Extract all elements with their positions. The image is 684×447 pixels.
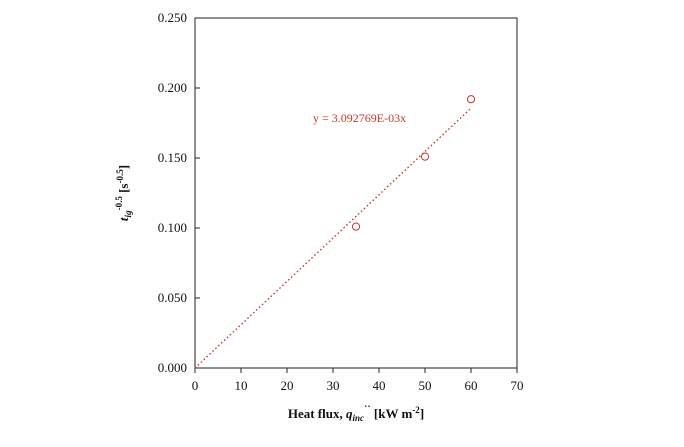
data-points	[351, 95, 476, 231]
y-axis-title-var: t	[116, 217, 131, 221]
x-axis-title-var-sub: inc	[352, 413, 364, 423]
x-tick-label: 60	[465, 378, 478, 393]
y-tick-label: 0.050	[158, 290, 187, 305]
y-axis-title-var-sub: ig	[123, 210, 133, 218]
x-axis-title-unit-sup: -2	[412, 405, 420, 415]
y-axis-title-unit: [s	[116, 184, 131, 197]
x-tick-label: 70	[511, 378, 524, 393]
y-tick-label: 0.150	[158, 150, 187, 165]
x-axis-title-var-sup: ˙˙	[364, 405, 371, 416]
x-axis-title-unit-end: ]	[420, 406, 424, 421]
x-tick-label: 40	[373, 378, 386, 393]
x-tick-label: 10	[235, 378, 248, 393]
x-axis-title: Heat flux, qinc˙˙ [kW m-2]	[288, 405, 424, 423]
data-point	[466, 95, 476, 104]
trendline-equation-label: y = 3.092769E-03x	[313, 111, 406, 125]
y-tick-label: 0.200	[158, 80, 187, 95]
y-axis-title: tig-0.5 [s-0.5]	[114, 165, 133, 221]
plot-area-frame	[194, 17, 518, 369]
x-axis-title-main: Heat flux,	[288, 406, 346, 421]
x-axis-title-var: q	[346, 406, 353, 421]
x-tick-label: 0	[192, 378, 199, 393]
y-tick-label: 0.000	[158, 360, 187, 375]
trendline	[194, 107, 472, 369]
y-axis-title-var-sup: -0.5	[114, 196, 124, 211]
data-point	[351, 222, 361, 231]
x-tick-label: 30	[327, 378, 340, 393]
trendline-group	[194, 107, 472, 369]
x-axis-title-unit: [kW m	[371, 406, 413, 421]
x-tick-label: 50	[419, 378, 432, 393]
y-tick-label: 0.250	[158, 10, 187, 25]
x-tick-label: 20	[281, 378, 294, 393]
y-axis-ticks: 0.000 0.050 0.100 0.150 0.200 0.250	[158, 10, 200, 375]
y-axis-title-unit-end: ]	[116, 165, 131, 169]
y-tick-label: 0.100	[158, 220, 187, 235]
data-point	[420, 152, 430, 161]
y-axis-title-unit-sup: -0.5	[115, 169, 125, 184]
x-axis-ticks: 0 10 20 30 40 50 60 70	[192, 368, 524, 393]
